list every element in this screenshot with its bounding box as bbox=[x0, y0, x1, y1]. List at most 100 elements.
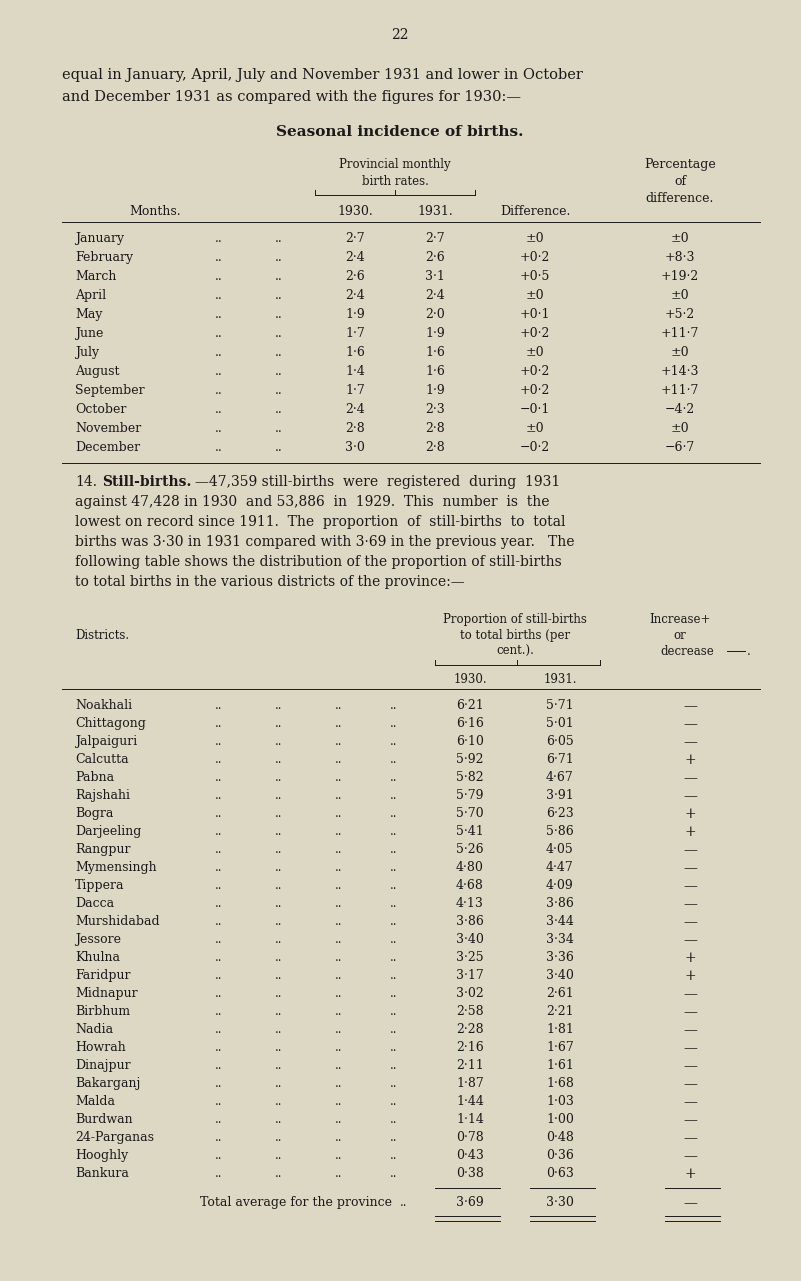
Text: —: — bbox=[683, 986, 697, 1000]
Text: of: of bbox=[674, 175, 686, 188]
Text: ..: .. bbox=[215, 1095, 223, 1108]
Text: 1·44: 1·44 bbox=[456, 1095, 484, 1108]
Text: 3·40: 3·40 bbox=[456, 933, 484, 945]
Text: 1·9: 1·9 bbox=[425, 327, 445, 339]
Text: Midnapur: Midnapur bbox=[75, 986, 138, 1000]
Text: —: — bbox=[683, 879, 697, 893]
Text: against 47,428 in 1930  and 53,886  in  1929.  This  number  is  the: against 47,428 in 1930 and 53,886 in 192… bbox=[75, 494, 549, 509]
Text: 5·71: 5·71 bbox=[546, 699, 574, 712]
Text: ..: .. bbox=[275, 232, 283, 245]
Text: ..: .. bbox=[275, 1149, 283, 1162]
Text: births was 3·30 in 1931 compared with 3·69 in the previous year.   The: births was 3·30 in 1931 compared with 3·… bbox=[75, 535, 574, 550]
Text: ..: .. bbox=[390, 753, 397, 766]
Text: Difference.: Difference. bbox=[500, 205, 570, 218]
Text: .: . bbox=[747, 646, 751, 658]
Text: 2·21: 2·21 bbox=[546, 1006, 574, 1018]
Text: ..: .. bbox=[275, 897, 283, 910]
Text: ..: .. bbox=[335, 897, 343, 910]
Text: 3·25: 3·25 bbox=[457, 951, 484, 965]
Text: −6·7: −6·7 bbox=[665, 441, 695, 453]
Text: ..: .. bbox=[275, 251, 283, 264]
Text: ..: .. bbox=[335, 1024, 343, 1036]
Text: ..: .. bbox=[335, 1095, 343, 1108]
Text: 3·34: 3·34 bbox=[546, 933, 574, 945]
Text: ..: .. bbox=[390, 1131, 397, 1144]
Text: −0·1: −0·1 bbox=[520, 404, 550, 416]
Text: ..: .. bbox=[275, 365, 283, 378]
Text: +0·2: +0·2 bbox=[520, 251, 550, 264]
Text: −4·2: −4·2 bbox=[665, 404, 695, 416]
Text: ..: .. bbox=[275, 1113, 283, 1126]
Text: 3·69: 3·69 bbox=[456, 1196, 484, 1209]
Text: 0·63: 0·63 bbox=[546, 1167, 574, 1180]
Text: Increase+: Increase+ bbox=[650, 614, 710, 626]
Text: ..: .. bbox=[390, 1024, 397, 1036]
Text: ..: .. bbox=[335, 1167, 343, 1180]
Text: 3·17: 3·17 bbox=[456, 968, 484, 983]
Text: —: — bbox=[683, 717, 697, 731]
Text: ..: .. bbox=[335, 735, 343, 748]
Text: —: — bbox=[683, 843, 697, 857]
Text: ..: .. bbox=[335, 753, 343, 766]
Text: Murshidabad: Murshidabad bbox=[75, 915, 159, 927]
Text: ..: .. bbox=[390, 1006, 397, 1018]
Text: 1·6: 1·6 bbox=[425, 346, 445, 359]
Text: June: June bbox=[75, 327, 103, 339]
Text: 2·61: 2·61 bbox=[546, 986, 574, 1000]
Text: ..: .. bbox=[215, 1041, 223, 1054]
Text: Calcutta: Calcutta bbox=[75, 753, 129, 766]
Text: Malda: Malda bbox=[75, 1095, 115, 1108]
Text: 1931.: 1931. bbox=[417, 205, 453, 218]
Text: —: — bbox=[683, 861, 697, 875]
Text: ..: .. bbox=[335, 1059, 343, 1072]
Text: May: May bbox=[75, 307, 103, 322]
Text: ..: .. bbox=[390, 1041, 397, 1054]
Text: 3·30: 3·30 bbox=[546, 1196, 574, 1209]
Text: 2·6: 2·6 bbox=[345, 270, 365, 283]
Text: 0·36: 0·36 bbox=[546, 1149, 574, 1162]
Text: +0·2: +0·2 bbox=[520, 327, 550, 339]
Text: 5·70: 5·70 bbox=[457, 807, 484, 820]
Text: —: — bbox=[683, 897, 697, 911]
Text: Pabna: Pabna bbox=[75, 771, 114, 784]
Text: +: + bbox=[684, 807, 696, 821]
Text: ±0: ±0 bbox=[670, 421, 690, 436]
Text: 3·91: 3·91 bbox=[546, 789, 574, 802]
Text: ..: .. bbox=[275, 807, 283, 820]
Text: to total births (per: to total births (per bbox=[460, 629, 570, 642]
Text: Noakhali: Noakhali bbox=[75, 699, 132, 712]
Text: ..: .. bbox=[335, 951, 343, 965]
Text: 3·86: 3·86 bbox=[546, 897, 574, 910]
Text: Still-births.: Still-births. bbox=[102, 475, 191, 489]
Text: Howrah: Howrah bbox=[75, 1041, 126, 1054]
Text: ..: .. bbox=[400, 1196, 408, 1209]
Text: 6·71: 6·71 bbox=[546, 753, 574, 766]
Text: 4·05: 4·05 bbox=[546, 843, 574, 856]
Text: +0·1: +0·1 bbox=[520, 307, 550, 322]
Text: ..: .. bbox=[275, 307, 283, 322]
Text: +8·3: +8·3 bbox=[665, 251, 695, 264]
Text: ±0: ±0 bbox=[525, 290, 545, 302]
Text: Months.: Months. bbox=[129, 205, 181, 218]
Text: ..: .. bbox=[215, 1131, 223, 1144]
Text: November: November bbox=[75, 421, 141, 436]
Text: —: — bbox=[683, 1131, 697, 1145]
Text: Darjeeling: Darjeeling bbox=[75, 825, 141, 838]
Text: ±0: ±0 bbox=[525, 346, 545, 359]
Text: 3·02: 3·02 bbox=[456, 986, 484, 1000]
Text: +0·5: +0·5 bbox=[520, 270, 550, 283]
Text: +: + bbox=[684, 825, 696, 839]
Text: −0·2: −0·2 bbox=[520, 441, 550, 453]
Text: following table shows the distribution of the proportion of still-births: following table shows the distribution o… bbox=[75, 555, 562, 569]
Text: ..: .. bbox=[390, 735, 397, 748]
Text: 24-Parganas: 24-Parganas bbox=[75, 1131, 154, 1144]
Text: ..: .. bbox=[335, 717, 343, 730]
Text: ..: .. bbox=[215, 365, 223, 378]
Text: ..: .. bbox=[215, 789, 223, 802]
Text: ..: .. bbox=[215, 1006, 223, 1018]
Text: ..: .. bbox=[335, 1077, 343, 1090]
Text: —: — bbox=[683, 933, 697, 947]
Text: ..: .. bbox=[390, 951, 397, 965]
Text: 1·61: 1·61 bbox=[546, 1059, 574, 1072]
Text: ..: .. bbox=[335, 1006, 343, 1018]
